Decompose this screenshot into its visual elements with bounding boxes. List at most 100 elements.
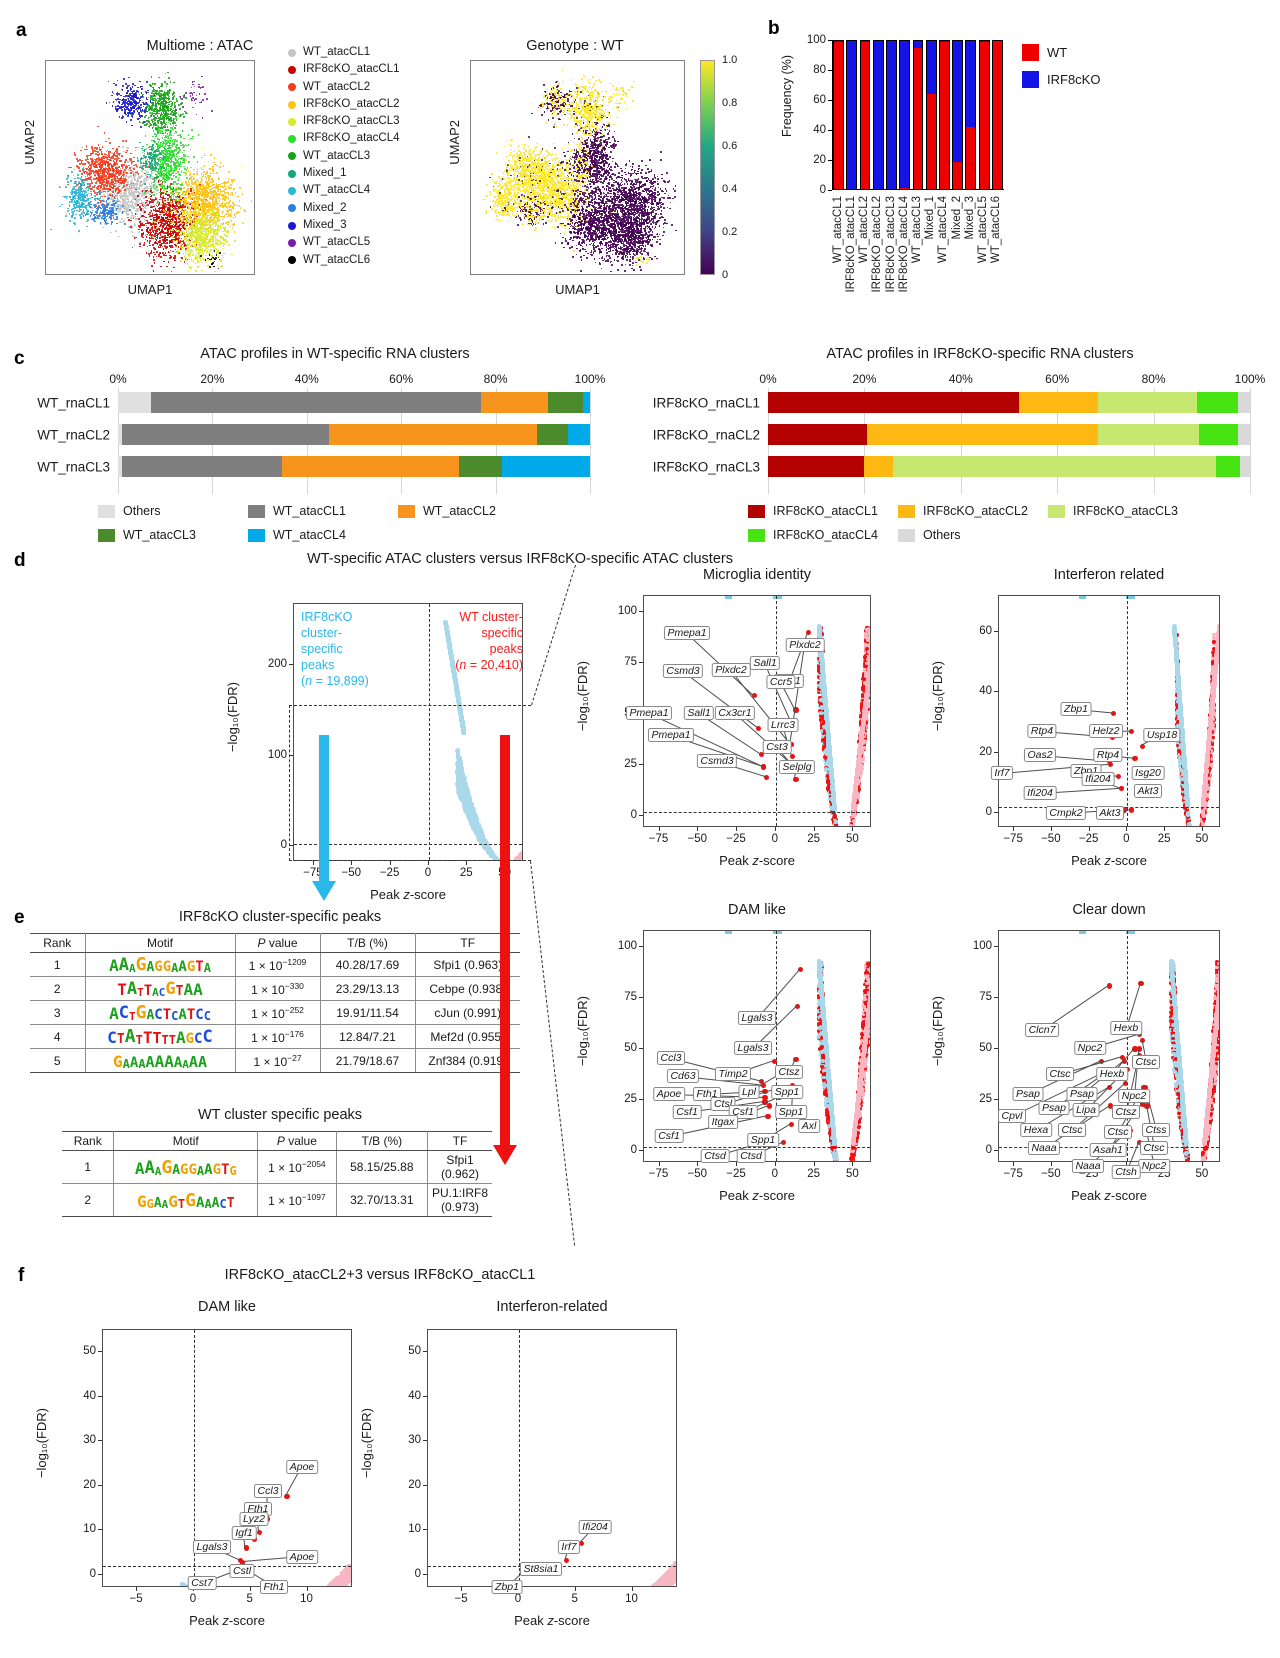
volcano-point xyxy=(852,819,856,823)
x-tickmark xyxy=(351,861,352,865)
panel-c-gridline xyxy=(1250,388,1251,494)
legend-swatch-icon xyxy=(98,505,115,518)
panel-c-bar-segment xyxy=(1240,456,1250,477)
irf8cko-peaks-annotation: IRF8cKO cluster-specific peaks (n = 19,899) xyxy=(301,609,369,689)
wt-arrow xyxy=(500,735,510,1145)
panel-c-row-label: WT_rnaCL2 xyxy=(0,427,110,442)
annotation-line: peaks xyxy=(411,641,523,657)
legend-swatch-icon xyxy=(288,204,296,212)
x-tickmark xyxy=(697,827,698,831)
gene-label: Csmd3 xyxy=(697,754,737,768)
colorbar-tick: 0.2 xyxy=(722,226,737,238)
panel-b: b Frequency (%) 100 80 60 40 20 0 WT_atacCL1 I… xyxy=(760,0,1280,330)
gene-label: Pmepa1 xyxy=(648,728,694,742)
stacked-bar xyxy=(992,40,1003,190)
stacked-bar xyxy=(833,40,844,190)
panel-b-tickmark xyxy=(828,70,832,71)
colorbar-tick: 0.6 xyxy=(722,140,737,152)
volcano-point xyxy=(870,642,871,647)
legend-label: IRF8cKO_atacCL2 xyxy=(923,504,1028,518)
bar-segment-wt xyxy=(927,94,936,189)
legend-item-wt_ataccl4: WT_atacCL4 xyxy=(288,182,400,199)
volcano-ylabel: −log₁₀(FDR) xyxy=(575,661,590,731)
legend-label: Mixed_3 xyxy=(303,217,346,234)
annotation-line: (n = 19,899) xyxy=(301,673,369,689)
panel-b-tickmark xyxy=(828,40,832,41)
panel-b-tickmark xyxy=(828,130,832,131)
panel-c-right-title: ATAC profiles in IRF8cKO-specific RNA cl… xyxy=(750,346,1210,362)
panel-a-legend: WT_atacCL1 IRF8cKO_atacCL1 WT_atacCL2 IRF8c… xyxy=(288,44,400,269)
bar-segment-wt xyxy=(993,41,1002,189)
legend-swatch-icon xyxy=(288,152,296,160)
panel-b-letter: b xyxy=(768,18,780,40)
panel-c-xtick: 60% xyxy=(389,372,413,386)
legend-label: WT_atacCL2 xyxy=(423,504,496,518)
panel-c-xtick: 0% xyxy=(109,372,126,386)
stacked-bar xyxy=(899,40,910,190)
y-tick-label: 200 xyxy=(255,658,287,670)
panel-b-ytick: 40 xyxy=(800,124,826,136)
legend-swatch-icon xyxy=(288,135,296,143)
legend-swatch-icon xyxy=(248,505,265,518)
y-tickmark xyxy=(289,664,293,665)
legend-label: WT_atacCL4 xyxy=(273,528,346,542)
legend-swatch-icon xyxy=(288,256,296,264)
panel-c-bar-segment xyxy=(481,392,547,413)
panel-c-legend-item: WT_atacCL4 xyxy=(248,528,346,542)
legend-label: IRF8cKO_atacCL4 xyxy=(773,528,878,542)
colorbar-tick: 1.0 xyxy=(722,54,737,66)
volcano-point xyxy=(817,630,822,635)
panel-c-bar-segment xyxy=(122,424,330,445)
legend-label: IRF8cKO_atacCL4 xyxy=(303,130,400,147)
stacked-bar xyxy=(965,40,976,190)
panel-c-row-label: IRF8cKO_rnaCL1 xyxy=(620,395,760,410)
legend-swatch-icon xyxy=(98,529,115,542)
volcano-point xyxy=(1187,826,1191,827)
y-tickmark xyxy=(639,662,643,663)
volcano-point xyxy=(830,779,835,784)
x-tickmark xyxy=(775,827,776,831)
legend-item-irf8cko_ataccl4: IRF8cKO_atacCL4 xyxy=(288,130,400,147)
panel-c-bar-segment xyxy=(1216,456,1240,477)
volcano-point xyxy=(870,640,871,645)
gene-label: Lrrc3 xyxy=(768,718,799,732)
legend-label: IRF8cKO_atacCL1 xyxy=(303,61,400,78)
volcano-point xyxy=(826,780,830,784)
panel-c-xtick: 40% xyxy=(949,372,973,386)
gene-label: Pmepa1 xyxy=(664,626,710,640)
panel-c-bar-segment xyxy=(151,392,481,413)
stacked-bar xyxy=(939,40,950,190)
bar-segment-irf8cko xyxy=(874,41,883,189)
legend-label: IRF8cKO_atacCL3 xyxy=(303,113,400,130)
irf8cko-arrow xyxy=(319,735,329,881)
x-tick-label: 0 xyxy=(425,867,431,879)
y-tick-label: 100 xyxy=(255,749,287,761)
gene-label: Csmd3 xyxy=(663,664,703,678)
umap1-ylabel: UMAP2 xyxy=(22,120,37,165)
panel-c-xtick: 0% xyxy=(759,372,776,386)
volcano-point xyxy=(1188,826,1192,827)
panel-c: c ATAC profiles in WT-specific RNA clust… xyxy=(0,340,1280,540)
volcano-clipped-marker xyxy=(725,596,732,599)
panel-c-row-label: WT_rnaCL3 xyxy=(0,459,110,474)
volcano-point xyxy=(863,703,868,708)
legend-label: WT_atacCL1 xyxy=(303,44,370,61)
volcano-xlabel: Peak z-score xyxy=(623,853,891,868)
volcano-point xyxy=(869,650,871,655)
x-tickmark xyxy=(814,827,815,831)
panel-c-bar-segment xyxy=(282,456,459,477)
legend-swatch-icon xyxy=(288,222,296,230)
legend-swatch-icon xyxy=(288,118,296,126)
colorbar-tick: 0 xyxy=(722,269,728,281)
x-tickmark xyxy=(428,861,429,865)
panel-b-category-label: Mixed_2 xyxy=(951,196,963,239)
colorbar xyxy=(700,60,715,275)
stacked-bar xyxy=(913,40,924,190)
panel-c-bar-segment xyxy=(122,456,282,477)
volcano-microglia-identity: Microglia identity−75−50−250255010075502… xyxy=(575,565,930,905)
annotation-line: peaks xyxy=(301,657,369,673)
volcano-point xyxy=(868,663,871,668)
volcano-point xyxy=(824,708,829,713)
legend-item-irf8cko_ataccl2: IRF8cKO_atacCL2 xyxy=(288,96,400,113)
panel-b-category-label: WT_atacCL1 xyxy=(832,196,844,263)
